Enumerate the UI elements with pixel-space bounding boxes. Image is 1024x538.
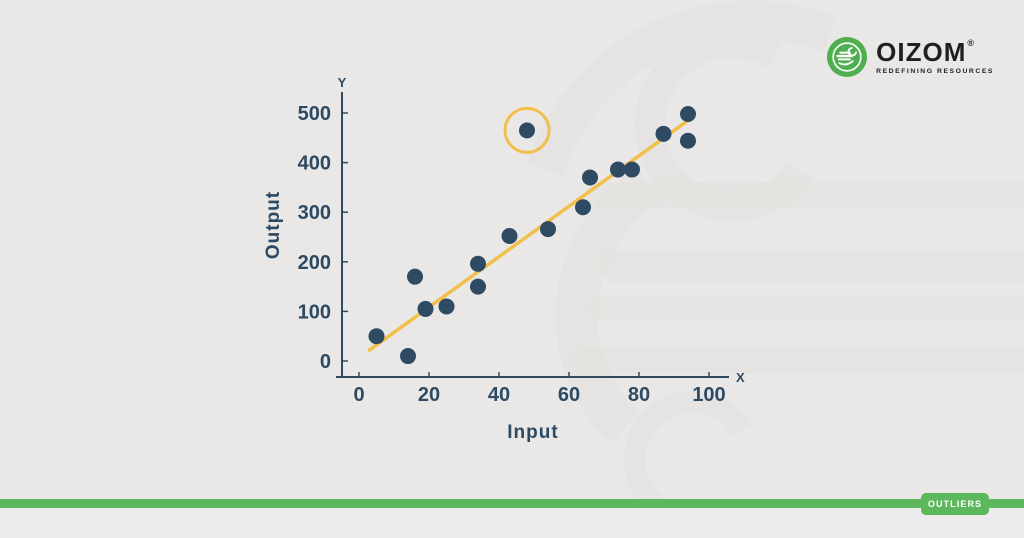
wind-swirl-icon <box>827 36 868 78</box>
watermark-wind-stripe <box>600 252 1024 282</box>
x-tick-label: 100 <box>692 384 725 406</box>
y-tick-label: 500 <box>298 103 331 125</box>
data-point <box>582 169 598 186</box>
x-tick-label: 0 <box>353 384 364 406</box>
watermark-wind-stripe <box>585 182 1024 208</box>
y-tick-label: 400 <box>298 153 331 175</box>
data-point <box>624 161 640 178</box>
x-tick-label: 80 <box>628 384 650 406</box>
data-point <box>575 199 591 216</box>
y-tick-label: 300 <box>298 202 331 224</box>
data-point <box>655 125 672 142</box>
data-point <box>400 348 416 365</box>
outlier-highlight-circle <box>503 106 551 154</box>
logo-text: OIZOM ® REDEFINING RESOURCES <box>876 36 994 76</box>
watermark-arc <box>526 0 838 176</box>
x-tick-label: 60 <box>558 384 580 406</box>
watermark-wind-stripe <box>590 295 1024 321</box>
registered-mark-icon: ® <box>967 37 974 48</box>
outlier-point <box>519 122 535 139</box>
x-tick-label: 40 <box>488 384 510 406</box>
oizom-logo: OIZOM ® REDEFINING RESOURCES <box>826 36 994 78</box>
data-point <box>501 228 518 245</box>
watermark-arc <box>555 167 660 444</box>
brand-name: OIZOM <box>876 36 967 67</box>
data-point <box>610 161 626 178</box>
outliers-badge: OUTLIERS <box>921 493 989 515</box>
data-point <box>407 268 423 285</box>
watermark-wind-stripe <box>575 348 1024 374</box>
data-point <box>438 298 455 315</box>
data-point <box>680 132 696 149</box>
y-axis-title: Output <box>263 191 284 259</box>
y-tick-label: 100 <box>298 301 331 323</box>
x-axis-title: Input <box>507 422 558 443</box>
x-tick-label: 20 <box>418 384 440 406</box>
data-point <box>368 328 385 345</box>
outliers-badge-label: OUTLIERS <box>927 499 983 509</box>
brand-tagline: REDEFINING RESOURCES <box>876 68 994 76</box>
y-tick-label: 200 <box>298 252 331 274</box>
data-point <box>680 105 696 122</box>
y-tick-label: 0 <box>320 351 331 373</box>
footer-bar <box>0 499 1024 508</box>
data-point <box>470 255 486 272</box>
data-point <box>417 300 434 317</box>
x-axis-letter: X <box>736 370 745 385</box>
y-axis-letter: Y <box>338 75 347 90</box>
footer-strip <box>0 508 1024 538</box>
data-point <box>470 278 486 295</box>
data-point <box>540 221 556 238</box>
